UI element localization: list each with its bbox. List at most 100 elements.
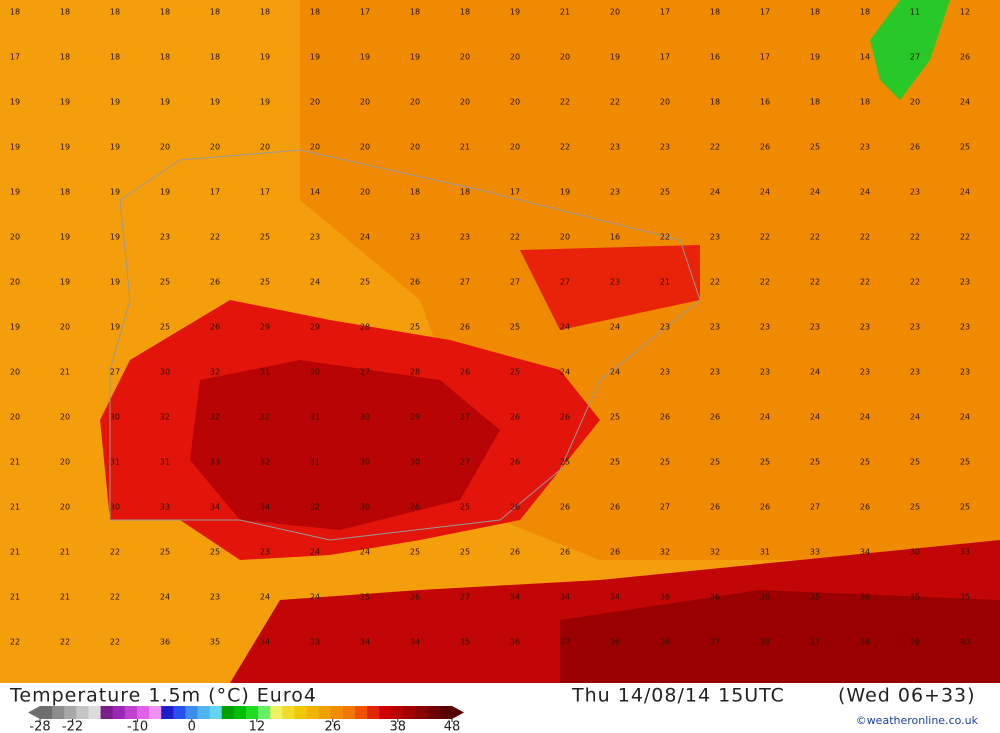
temperature-label: 36 bbox=[610, 638, 620, 647]
temperature-label: 30 bbox=[360, 503, 370, 512]
temperature-label: 26 bbox=[510, 458, 520, 467]
temperature-label: 33 bbox=[960, 548, 970, 557]
temperature-label: 19 bbox=[10, 143, 20, 152]
temperature-label: 17 bbox=[10, 53, 20, 62]
valid-time: Thu 14/08/14 15UTC bbox=[571, 685, 785, 707]
temperature-label: 20 bbox=[360, 98, 370, 107]
temperature-label: 16 bbox=[760, 98, 770, 107]
colorbar-swatch bbox=[173, 706, 186, 719]
temperature-label: 23 bbox=[210, 593, 220, 602]
temperature-label: 34 bbox=[560, 593, 570, 602]
colorbar-label: 48 bbox=[444, 720, 461, 733]
temperature-label: 19 bbox=[110, 98, 120, 107]
temperature-label: 20 bbox=[10, 413, 20, 422]
temperature-label: 35 bbox=[210, 638, 220, 647]
temperature-label: 22 bbox=[510, 233, 520, 242]
temperature-label: 18 bbox=[310, 8, 320, 17]
temperature-label: 20 bbox=[310, 98, 320, 107]
temperature-label: 24 bbox=[910, 413, 920, 422]
temperature-label: 25 bbox=[360, 278, 370, 287]
temperature-label: 22 bbox=[710, 143, 720, 152]
colorbar-swatch bbox=[367, 706, 380, 719]
temperature-label: 24 bbox=[960, 188, 970, 197]
colorbar-swatch bbox=[379, 706, 392, 719]
temperature-label: 22 bbox=[910, 278, 920, 287]
temperature-label: 24 bbox=[360, 233, 370, 242]
temperature-label: 25 bbox=[760, 458, 770, 467]
temperature-label: 36 bbox=[160, 638, 170, 647]
temperature-label: 30 bbox=[910, 548, 920, 557]
temperature-label: 20 bbox=[510, 53, 520, 62]
colorbar-swatch bbox=[88, 706, 102, 719]
temperature-label: 40 bbox=[960, 638, 970, 647]
temperature-label: 23 bbox=[760, 368, 770, 377]
temperature-label: 21 bbox=[60, 548, 70, 557]
temperature-label: 35 bbox=[810, 593, 820, 602]
temperature-label: 23 bbox=[960, 368, 970, 377]
temperature-label: 27 bbox=[110, 368, 120, 377]
temperature-label: 22 bbox=[10, 638, 20, 647]
colorbar-label: -10 bbox=[127, 720, 148, 733]
colorbar-swatch bbox=[258, 706, 271, 719]
colorbar-swatch bbox=[270, 706, 283, 719]
temperature-label: 19 bbox=[260, 98, 270, 107]
temperature-label: 20 bbox=[10, 368, 20, 377]
temperature-label: 20 bbox=[160, 143, 170, 152]
temperature-label: 24 bbox=[360, 548, 370, 557]
temperature-label: 34 bbox=[260, 638, 270, 647]
colorbar-swatch bbox=[161, 706, 174, 719]
temperature-label: 19 bbox=[610, 53, 620, 62]
temperature-label: 24 bbox=[760, 188, 770, 197]
colorbar-label: 38 bbox=[390, 720, 407, 733]
temperature-label: 27 bbox=[360, 368, 370, 377]
temperature-label: 27 bbox=[910, 53, 920, 62]
temperature-label: 22 bbox=[810, 233, 820, 242]
temperature-label: 18 bbox=[410, 188, 420, 197]
temperature-label: 20 bbox=[510, 98, 520, 107]
colorbar-swatch bbox=[330, 706, 344, 719]
temperature-label: 21 bbox=[10, 593, 20, 602]
temperature-label: 22 bbox=[210, 233, 220, 242]
temperature-label: 36 bbox=[860, 593, 870, 602]
temperature-label: 30 bbox=[410, 458, 420, 467]
colorbar-label: -28 bbox=[29, 720, 50, 733]
temperature-label: 23 bbox=[760, 323, 770, 332]
temperature-label: 31 bbox=[160, 458, 170, 467]
temperature-label: 34 bbox=[260, 503, 270, 512]
temperature-label: 19 bbox=[110, 233, 120, 242]
temperature-label: 27 bbox=[460, 278, 470, 287]
temperature-label: 19 bbox=[10, 98, 20, 107]
colorbar-swatch bbox=[197, 706, 211, 719]
temperature-label: 19 bbox=[110, 188, 120, 197]
temperature-label: 24 bbox=[610, 368, 620, 377]
temperature-label: 20 bbox=[510, 143, 520, 152]
temperature-label: 25 bbox=[710, 458, 720, 467]
temperature-label: 23 bbox=[960, 323, 970, 332]
temperature-label: 24 bbox=[760, 413, 770, 422]
temperature-label: 20 bbox=[560, 53, 570, 62]
temperature-label: 23 bbox=[660, 368, 670, 377]
temperature-label: 20 bbox=[410, 143, 420, 152]
colorbar-swatch bbox=[306, 706, 320, 719]
temperature-label: 18 bbox=[260, 8, 270, 17]
temperature-label: 18 bbox=[60, 53, 70, 62]
temperature-label: 22 bbox=[710, 278, 720, 287]
temperature-label: 22 bbox=[760, 278, 770, 287]
temperature-label: 29 bbox=[410, 413, 420, 422]
temperature-label: 34 bbox=[360, 638, 370, 647]
temperature-label: 21 bbox=[460, 143, 470, 152]
temperature-label: 24 bbox=[610, 323, 620, 332]
temperature-label: 25 bbox=[560, 458, 570, 467]
temperature-label: 29 bbox=[260, 323, 270, 332]
temperature-label: 19 bbox=[60, 233, 70, 242]
temperature-label: 18 bbox=[210, 8, 220, 17]
temperature-label: 26 bbox=[710, 413, 720, 422]
temperature-label: 32 bbox=[260, 458, 270, 467]
colorbar-swatch bbox=[221, 706, 235, 719]
hot-region bbox=[520, 245, 700, 330]
temperature-label: 31 bbox=[110, 458, 120, 467]
temperature-label: 27 bbox=[810, 503, 820, 512]
temperature-label: 34 bbox=[210, 503, 220, 512]
africa-core bbox=[560, 590, 1000, 683]
colorbar-swatch bbox=[246, 706, 259, 719]
